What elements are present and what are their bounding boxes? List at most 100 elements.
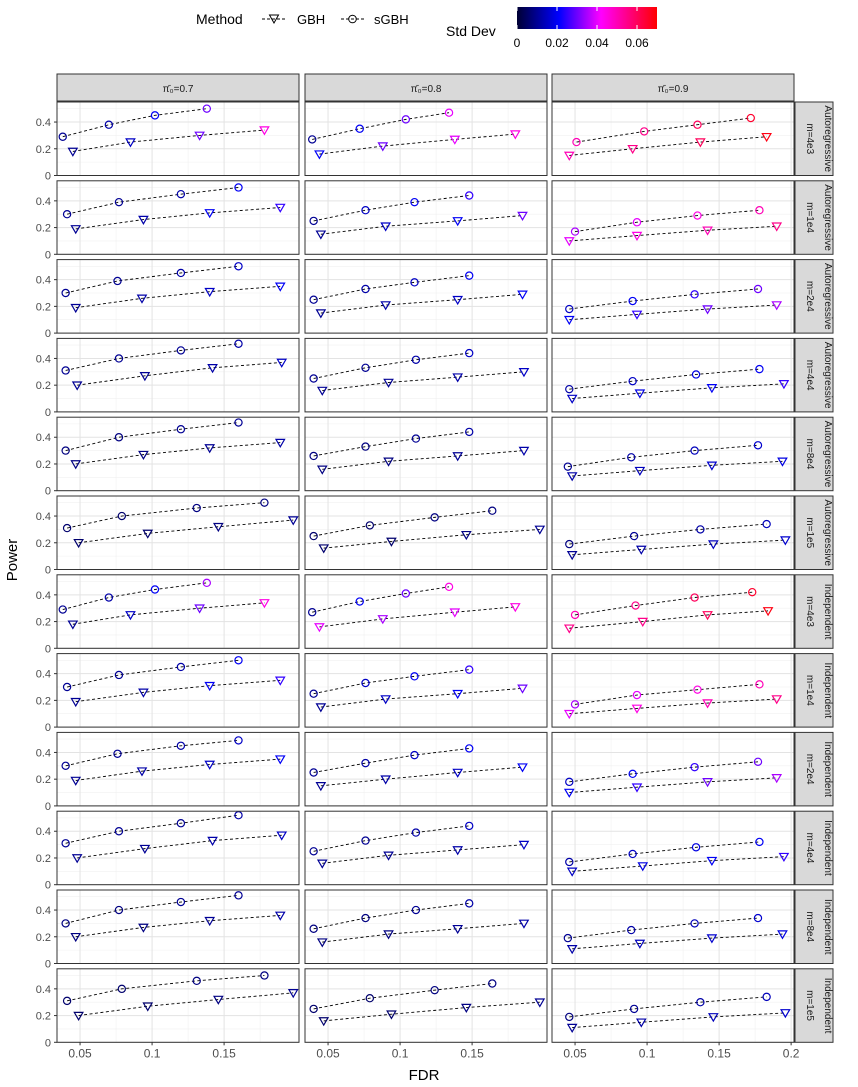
data-point-gbh xyxy=(518,919,530,929)
facet-panel xyxy=(551,495,795,570)
y-tick-label: 0 xyxy=(45,959,51,971)
panel-border xyxy=(304,574,548,649)
y-tick-label: 0 xyxy=(45,486,51,498)
data-point-sgbh xyxy=(361,442,370,451)
series-line-sgbh xyxy=(313,352,470,379)
data-point-gbh xyxy=(139,844,151,855)
y-tick-label: 0.4 xyxy=(36,275,51,287)
panel-border xyxy=(551,810,795,886)
data-point-gbh xyxy=(207,836,218,846)
data-point-gbh xyxy=(318,1017,330,1027)
y-tick-label: 0 xyxy=(45,880,51,892)
data-point-sgbh xyxy=(113,276,122,286)
data-point-gbh xyxy=(635,545,647,555)
data-point-sgbh xyxy=(411,905,421,915)
y-tick-label: 0.4 xyxy=(36,905,51,917)
y-tick-label: 0.4 xyxy=(36,747,51,759)
panel-background xyxy=(57,968,299,1043)
data-point-gbh xyxy=(287,516,299,526)
facet-strip-col xyxy=(551,73,795,102)
series-line-gbh xyxy=(569,698,777,715)
data-point-gbh xyxy=(635,1018,647,1028)
series-line-sgbh xyxy=(313,983,493,1010)
method-legend-title: Method xyxy=(196,11,243,27)
panel-border xyxy=(304,968,548,1043)
data-point-sgbh xyxy=(58,605,67,614)
data-point-sgbh xyxy=(639,127,649,136)
data-point-sgbh xyxy=(690,290,699,299)
data-point-gbh xyxy=(383,378,394,388)
data-point-gbh xyxy=(71,381,83,391)
data-point-sgbh xyxy=(61,761,70,771)
data-point-sgbh xyxy=(696,998,705,1007)
data-point-gbh xyxy=(274,438,286,448)
data-point-gbh xyxy=(139,372,151,382)
panel-border xyxy=(56,180,300,255)
data-point-sgbh xyxy=(202,104,212,113)
data-point-gbh xyxy=(460,1003,472,1013)
facet-strip-row xyxy=(794,731,834,807)
y-tick-label: 0.4 xyxy=(36,669,51,681)
facet-panel xyxy=(304,889,548,964)
panel-background xyxy=(305,732,547,806)
panel-border xyxy=(56,495,300,570)
panel-background xyxy=(57,417,299,491)
facet-strip-row-model-label: Independent xyxy=(822,978,833,1034)
series-line-gbh xyxy=(320,766,523,787)
facet-strip-row-m-label: m=1e4 xyxy=(804,202,815,233)
data-point-gbh xyxy=(452,846,464,856)
data-point-gbh xyxy=(771,301,783,311)
facet-panel xyxy=(551,731,795,807)
facet-panel xyxy=(551,574,795,649)
data-point-gbh xyxy=(138,923,149,933)
series-line-gbh xyxy=(572,933,783,950)
data-point-sgbh xyxy=(746,113,755,123)
data-point-gbh xyxy=(274,203,286,213)
data-point-sgbh xyxy=(430,513,439,522)
facet-panel xyxy=(56,653,300,728)
data-point-gbh xyxy=(452,768,464,778)
data-point-sgbh xyxy=(465,348,474,358)
data-point-gbh xyxy=(771,695,783,705)
series-line-gbh xyxy=(320,293,523,314)
data-point-sgbh xyxy=(234,736,243,745)
panel-border xyxy=(551,259,795,334)
panel-background xyxy=(305,259,547,334)
facet-panel xyxy=(56,889,300,964)
data-point-gbh xyxy=(314,150,325,160)
y-tick-label: 0 xyxy=(45,565,51,577)
data-point-gbh xyxy=(534,525,546,535)
data-point-sgbh xyxy=(465,744,474,753)
data-point-gbh xyxy=(706,934,718,944)
data-point-sgbh xyxy=(308,135,317,144)
data-point-sgbh xyxy=(410,672,419,681)
data-point-sgbh xyxy=(309,295,318,304)
data-point-sgbh xyxy=(234,891,243,900)
series-line-gbh xyxy=(323,1001,540,1022)
data-point-gbh xyxy=(138,688,149,698)
panel-background xyxy=(552,653,794,728)
data-point-sgbh xyxy=(565,384,574,394)
data-point-sgbh xyxy=(465,665,474,674)
data-point-sgbh xyxy=(104,120,114,129)
series-line-gbh xyxy=(572,460,783,477)
series-line-sgbh xyxy=(312,112,450,140)
legend-key-gbh xyxy=(262,14,285,25)
data-point-sgbh xyxy=(563,933,573,943)
triangle-down-marker-icon xyxy=(268,14,280,25)
data-point-sgbh xyxy=(114,670,124,680)
circle-marker-icon xyxy=(348,14,357,24)
data-point-sgbh xyxy=(365,994,375,1003)
data-point-gbh xyxy=(563,151,575,161)
data-point-sgbh xyxy=(309,216,318,226)
data-point-sgbh xyxy=(62,523,72,533)
data-point-sgbh xyxy=(309,451,318,461)
panel-background xyxy=(305,811,547,885)
data-point-gbh xyxy=(316,859,328,869)
series-line-gbh xyxy=(569,777,777,793)
data-point-gbh xyxy=(627,144,639,155)
series-line-gbh xyxy=(572,383,784,399)
x-axis-label: FDR xyxy=(409,1067,440,1084)
series-line-gbh xyxy=(323,528,540,549)
data-point-gbh xyxy=(637,862,649,872)
